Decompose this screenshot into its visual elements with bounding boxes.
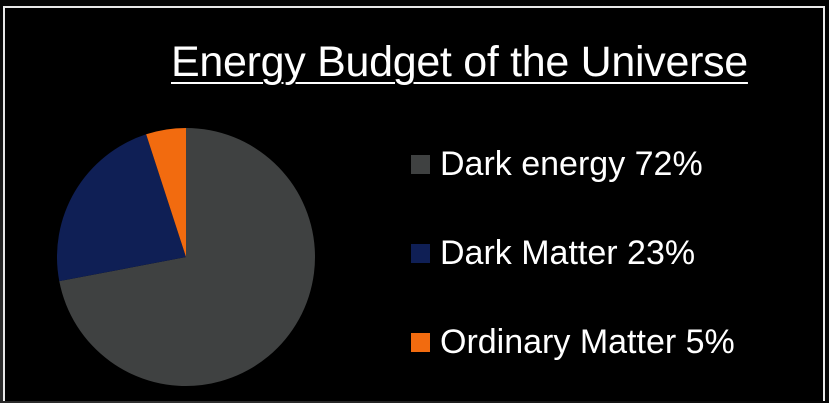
legend-label-dark-matter: Dark Matter 23% — [440, 233, 696, 272]
legend-label-ordinary-matter: Ordinary Matter 5% — [440, 322, 735, 361]
legend-label-dark-energy: Dark energy 72% — [440, 144, 703, 183]
legend-item-dark-energy: Dark energy 72% — [411, 141, 735, 187]
legend-item-dark-matter: Dark Matter 23% — [411, 230, 735, 276]
slide-frame: Energy Budget of the Universe Dark energ… — [3, 6, 825, 401]
legend-item-ordinary-matter: Ordinary Matter 5% — [411, 319, 735, 365]
chart-title: Energy Budget of the Universe — [171, 38, 748, 86]
legend-swatch-dark-matter — [411, 243, 430, 263]
chart-legend: Dark energy 72% Dark Matter 23% Ordinary… — [411, 141, 735, 403]
pie-slice-dark-matter — [56, 134, 187, 282]
pie-slice-ordinary-matter — [146, 128, 186, 257]
legend-swatch-ordinary-matter — [411, 332, 430, 352]
pie-slice-dark-energy — [59, 128, 315, 386]
pie-chart — [56, 128, 315, 386]
legend-swatch-dark-energy — [411, 154, 430, 174]
